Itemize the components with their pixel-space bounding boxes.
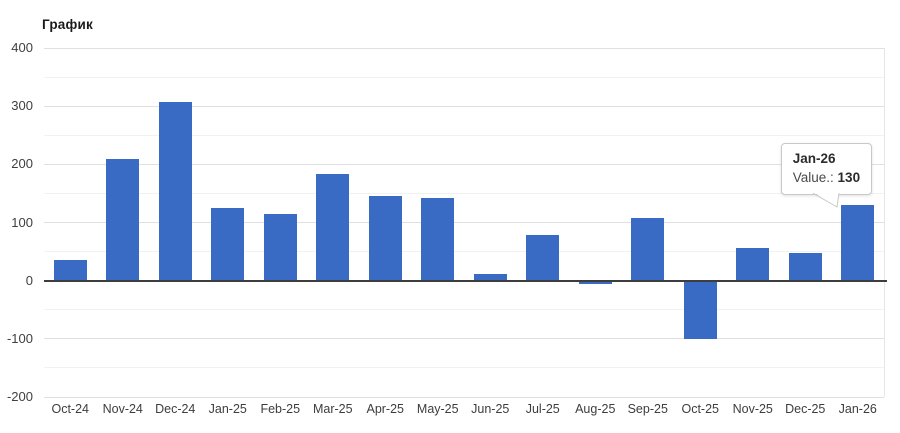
y-axis-label: 300 [11, 98, 33, 114]
bar-Nov-25[interactable] [736, 248, 770, 281]
x-axis-label: Apr-25 [366, 402, 405, 416]
bar-Oct-24[interactable] [53, 260, 87, 281]
x-axis-label: Aug-25 [575, 402, 616, 416]
gridline-minor [44, 76, 884, 78]
y-axis-label: 100 [11, 214, 33, 230]
plot-right-edge [884, 48, 885, 397]
bar-Sep-25[interactable] [631, 218, 665, 281]
x-axis-label: May-25 [416, 402, 459, 416]
x-axis-label: Mar-25 [312, 402, 353, 416]
x-axis-label: Oct-24 [51, 402, 89, 416]
tooltip-title: Jan-26 [792, 151, 836, 167]
y-axis-label: -100 [6, 330, 33, 346]
bar-Apr-25[interactable] [368, 195, 402, 281]
y-axis-label: 200 [11, 156, 33, 172]
tooltip-pointer-icon [812, 191, 840, 208]
gridline-major [44, 47, 884, 49]
bar-Nov-24[interactable] [106, 158, 140, 281]
bar-Jan-26[interactable] [841, 205, 875, 281]
bar-Jan-25[interactable] [211, 207, 245, 281]
x-axis-label: Nov-25 [732, 402, 773, 416]
zero-axis-line [44, 279, 887, 282]
x-axis-label: Dec-24 [155, 402, 196, 416]
bar-Mar-25[interactable] [316, 174, 350, 281]
gridline-minor [44, 367, 884, 369]
bar-Oct-25[interactable] [683, 280, 717, 339]
y-axis-label: 0 [25, 272, 33, 288]
bar-May-25[interactable] [421, 198, 455, 281]
gridline-minor [44, 251, 884, 253]
y-axis-label: 400 [11, 40, 33, 55]
tooltip-value-row: Value.: 130 [793, 168, 860, 187]
gridline-minor [44, 192, 884, 194]
x-axis-label: Jun-25 [471, 402, 510, 416]
tooltip-value: 130 [837, 170, 861, 186]
gridline-major [44, 396, 884, 398]
bar-Dec-25[interactable] [788, 253, 822, 281]
gridline-minor [44, 134, 884, 136]
x-axis-label: Feb-25 [260, 402, 301, 416]
gridline-major [44, 222, 884, 223]
bar-Dec-24[interactable] [158, 102, 192, 281]
bar-Feb-25[interactable] [263, 213, 297, 281]
gridline-major [44, 105, 884, 107]
bar-Aug-25[interactable] [578, 280, 612, 284]
chart-title: График [42, 17, 93, 32]
x-axis-label: Jul-25 [525, 402, 560, 416]
plot-area [44, 47, 887, 398]
x-axis-label: Sep-25 [627, 402, 668, 416]
x-axis-labels: Oct-24 Nov-24 Dec-24 Jan-25 Feb-25 Mar-25 Apr-… [44, 401, 884, 419]
tooltip-series-label: Value.: [792, 170, 834, 186]
bar-Jul-25[interactable] [526, 235, 560, 281]
tooltip: Jan-26 Value.: 130 [780, 143, 873, 208]
gridline-major [44, 163, 884, 165]
x-axis-label: Jan-26 [838, 402, 877, 416]
x-axis-label: Jan-25 [208, 402, 247, 416]
x-axis-label: Nov-24 [102, 402, 143, 416]
gridline-minor [44, 309, 884, 311]
gridline-major [44, 338, 884, 340]
bar-Jun-25[interactable] [473, 273, 507, 281]
y-axis-label: -200 [6, 389, 33, 404]
x-axis-label: Dec-25 [785, 402, 826, 416]
x-axis-label: Oct-25 [681, 402, 719, 416]
